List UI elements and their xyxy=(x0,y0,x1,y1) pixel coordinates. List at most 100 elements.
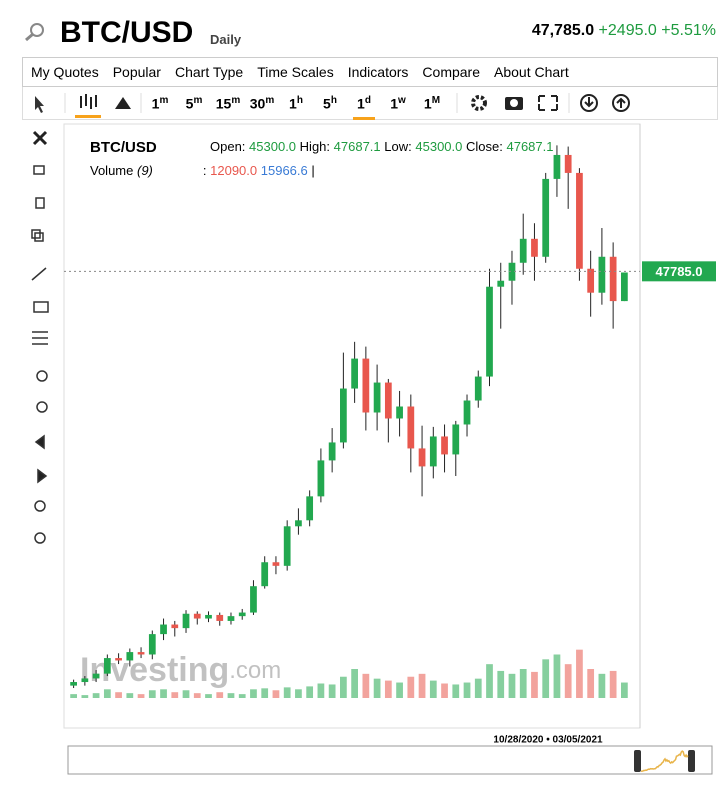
volume-bar xyxy=(598,673,606,698)
timescale[interactable]: 1w xyxy=(381,95,415,112)
candle-body xyxy=(384,382,392,419)
timescale[interactable]: 15m xyxy=(211,95,245,112)
change-pct: +5.51% xyxy=(661,22,716,39)
volume-bar xyxy=(474,678,482,698)
volume-bar xyxy=(384,680,392,698)
volume-bar xyxy=(452,684,460,698)
candle-body xyxy=(429,436,437,467)
timescale[interactable]: 1h xyxy=(279,95,313,112)
volume-bar xyxy=(317,683,325,698)
volume-bar xyxy=(182,690,190,698)
timescale-unit: m xyxy=(159,94,169,106)
legend-label: Close: xyxy=(466,139,503,154)
candle-body xyxy=(317,460,325,497)
candle-body xyxy=(103,658,111,674)
extra-tools[interactable] xyxy=(449,88,709,118)
candle-body xyxy=(553,154,561,179)
menu-item[interactable]: Time Scales xyxy=(257,64,334,80)
volume-bar xyxy=(295,689,302,698)
watermark-brand: Investing xyxy=(80,651,229,689)
candle-body xyxy=(519,238,527,263)
menu-item[interactable]: About Chart xyxy=(494,64,569,80)
toolbar: 1m 5m 15m 30m 1h 5h 1d 1w 1M xyxy=(22,87,718,120)
timescale-number: 1 xyxy=(289,95,297,112)
timescale-number: 1 xyxy=(151,95,160,112)
volume-bar xyxy=(250,689,257,698)
volume-bar xyxy=(463,682,471,698)
drawing-tools[interactable] xyxy=(22,120,62,560)
volume-bar xyxy=(193,693,201,698)
legend-ohlc: Open: 45300.0 High: 47687.1 Low: 45300.0… xyxy=(210,139,553,154)
menu-item[interactable]: Popular xyxy=(112,64,161,80)
price-label: 47785.0 xyxy=(656,264,703,279)
candle-body xyxy=(362,358,370,413)
volume-bar xyxy=(587,669,595,698)
timescale-number: 1 xyxy=(357,95,365,112)
quote: 47,785.0 +2495.0 +5.51% xyxy=(532,22,716,40)
candle-body xyxy=(373,382,381,413)
timescale[interactable]: 30m xyxy=(245,95,279,112)
candle-body xyxy=(306,496,314,521)
volume-bar xyxy=(486,664,493,698)
legend-volume: Volume (9): 12090.0 15966.6 | xyxy=(90,163,315,178)
volume-bar xyxy=(340,676,347,698)
timescale[interactable]: 1m xyxy=(143,95,177,112)
symbol: BTC/USD xyxy=(60,16,194,49)
timescale[interactable]: 1d xyxy=(347,95,381,120)
candle-body xyxy=(283,526,291,566)
volume-bar xyxy=(137,694,145,698)
candle-body xyxy=(474,376,482,401)
volume-bar xyxy=(70,694,77,698)
price-label-box xyxy=(642,261,716,282)
volume-bar xyxy=(621,682,628,698)
volume-bar xyxy=(508,673,516,698)
timescale-unit: h xyxy=(330,94,337,106)
candle-body xyxy=(193,613,201,619)
legend-value: 12090.0 xyxy=(210,163,257,178)
volume-bar xyxy=(171,692,179,698)
navigator-range: 10/28/2020 • 03/05/2021 xyxy=(493,735,603,746)
navigator-line xyxy=(640,750,689,773)
candle-body xyxy=(295,520,302,527)
menu-item[interactable]: Compare xyxy=(422,64,481,80)
volume-bar xyxy=(261,688,269,698)
menu-bar: My Quotes Popular Chart Type Time Scales Ind… xyxy=(22,57,718,87)
search-icon[interactable] xyxy=(24,22,46,42)
legend-value: 15966.6 xyxy=(261,163,308,178)
navigator-handle[interactable] xyxy=(634,750,641,772)
volume-bar xyxy=(564,664,572,698)
legend-symbol: BTC/USD xyxy=(90,139,157,156)
candle-body xyxy=(160,624,167,635)
navigator[interactable] xyxy=(67,745,713,775)
candle-body xyxy=(216,614,224,621)
volume-bar xyxy=(272,690,280,698)
legend-label: Open: xyxy=(210,139,245,154)
legend-label: High: xyxy=(300,139,330,154)
volume-bar xyxy=(576,649,583,698)
timescale[interactable]: 5h xyxy=(313,95,347,112)
volume-bar xyxy=(227,693,235,698)
candle-body xyxy=(148,634,156,655)
timescale[interactable]: 5m xyxy=(177,95,211,112)
legend-value: 47687.1 xyxy=(334,139,381,154)
menu-item[interactable]: Indicators xyxy=(347,64,409,80)
volume-bar xyxy=(306,686,314,698)
change: +2495.0 xyxy=(598,22,657,39)
menu-item[interactable]: My Quotes xyxy=(31,64,99,80)
candle-body xyxy=(576,172,583,269)
menu-item[interactable]: Chart Type xyxy=(174,64,244,80)
legend-label: Volume xyxy=(90,163,133,178)
volume-bar xyxy=(126,693,134,698)
chart-type-tools[interactable] xyxy=(23,88,143,118)
timescale[interactable]: 1M xyxy=(415,95,449,112)
candle-body xyxy=(70,682,77,686)
navigator-handle[interactable] xyxy=(688,750,695,772)
legend-label: Low: xyxy=(384,139,411,154)
candle-body xyxy=(609,256,617,302)
candle-body xyxy=(463,400,471,425)
timescale-number: 1 xyxy=(390,95,398,112)
candle-body xyxy=(250,586,257,613)
candle-body xyxy=(508,262,516,281)
volume-bar xyxy=(115,692,122,698)
